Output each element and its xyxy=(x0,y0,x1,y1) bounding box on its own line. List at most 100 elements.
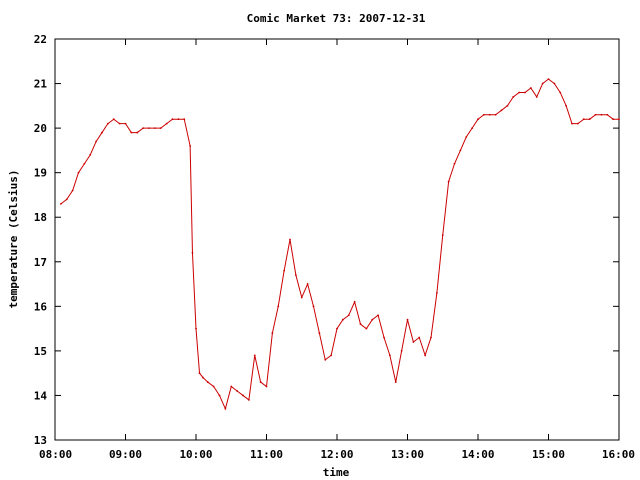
x-axis-label: time xyxy=(323,466,350,479)
series-point-8 xyxy=(106,122,109,125)
series-point-77 xyxy=(500,109,503,112)
series-point-53 xyxy=(359,323,362,326)
series-point-71 xyxy=(465,136,468,138)
series-point-58 xyxy=(388,354,391,357)
series-point-25 xyxy=(198,372,201,375)
series-point-18 xyxy=(165,122,168,125)
series-point-49 xyxy=(336,327,338,330)
series-point-44 xyxy=(306,283,309,285)
series-point-76 xyxy=(494,113,497,116)
series-point-68 xyxy=(447,180,450,183)
series-point-94 xyxy=(600,113,603,116)
series-point-78 xyxy=(506,104,509,107)
x-tick-label-6: 14:00 xyxy=(461,448,494,461)
series-point-19 xyxy=(171,118,174,121)
series-point-15 xyxy=(148,127,150,130)
chart-title: Comic Market 73: 2007-12-31 xyxy=(247,12,426,25)
series-point-47 xyxy=(324,358,327,361)
series-point-27 xyxy=(206,381,209,383)
series-point-48 xyxy=(330,354,333,357)
y-tick-label-5: 18 xyxy=(34,211,47,224)
series-point-66 xyxy=(435,292,438,294)
temperature-series-line xyxy=(60,78,619,411)
series-point-67 xyxy=(441,234,444,236)
y-axis-ticks xyxy=(55,38,619,441)
y-tick-label-3: 16 xyxy=(34,300,48,313)
series-point-31 xyxy=(230,385,233,388)
series-point-4 xyxy=(83,162,86,165)
y-axis-tick-labels: 13 14 15 16 17 18 19 20 21 22 xyxy=(34,33,48,447)
series-point-29 xyxy=(218,394,221,397)
series-point-82 xyxy=(529,87,532,89)
series-point-79 xyxy=(512,96,515,98)
series-point-42 xyxy=(294,274,297,277)
series-point-97 xyxy=(618,118,620,121)
series-point-2 xyxy=(71,189,74,192)
series-point-20 xyxy=(177,118,180,121)
series-point-93 xyxy=(594,113,597,116)
series-point-52 xyxy=(353,300,356,303)
x-tick-label-3: 11:00 xyxy=(250,448,283,461)
series-point-69 xyxy=(453,162,456,165)
y-tick-label-4: 17 xyxy=(34,256,47,269)
series-point-70 xyxy=(459,149,462,152)
x-tick-label-0: 08:00 xyxy=(39,448,72,461)
y-tick-label-0: 13 xyxy=(34,434,47,447)
y-tick-label-8: 21 xyxy=(34,78,48,91)
y-tick-label-2: 15 xyxy=(34,345,47,358)
series-point-63 xyxy=(418,336,421,339)
series-point-40 xyxy=(283,269,286,272)
y-tick-label-7: 20 xyxy=(34,122,47,135)
series-point-88 xyxy=(565,104,568,107)
series-point-23 xyxy=(191,251,194,254)
x-tick-label-8: 16:00 xyxy=(602,448,635,461)
series-point-41 xyxy=(289,238,291,241)
series-point-22 xyxy=(189,145,192,147)
series-point-46 xyxy=(318,332,321,334)
x-axis-ticks xyxy=(54,39,620,440)
series-point-6 xyxy=(95,140,98,143)
series-point-24 xyxy=(195,327,197,330)
series-point-1 xyxy=(65,198,68,201)
series-point-86 xyxy=(553,82,556,85)
x-tick-label-5: 13:00 xyxy=(391,448,424,461)
series-point-59 xyxy=(394,381,397,383)
series-point-9 xyxy=(112,118,115,121)
series-point-60 xyxy=(400,349,403,352)
series-point-45 xyxy=(312,305,315,308)
series-point-83 xyxy=(535,96,538,98)
series-point-57 xyxy=(383,336,385,339)
series-point-65 xyxy=(430,336,432,339)
x-tick-label-7: 15:00 xyxy=(532,448,565,461)
series-point-55 xyxy=(371,318,374,321)
series-point-12 xyxy=(130,131,133,134)
x-tick-label-2: 10:00 xyxy=(179,448,212,461)
series-point-38 xyxy=(271,332,274,334)
series-point-36 xyxy=(259,381,262,383)
series-point-30 xyxy=(224,407,227,410)
series-point-62 xyxy=(412,341,415,343)
series-point-5 xyxy=(89,153,92,156)
series-point-95 xyxy=(606,113,609,116)
series-point-11 xyxy=(124,122,127,125)
series-point-43 xyxy=(300,296,303,299)
series-point-92 xyxy=(588,118,591,121)
series-point-14 xyxy=(142,127,145,130)
series-point-73 xyxy=(477,118,479,121)
series-point-10 xyxy=(118,122,121,125)
x-tick-label-4: 12:00 xyxy=(320,448,353,461)
series-point-39 xyxy=(277,305,280,308)
series-point-56 xyxy=(377,314,380,317)
series-point-16 xyxy=(153,127,156,130)
temperature-series-points xyxy=(59,78,620,410)
series-point-28 xyxy=(212,385,215,388)
series-point-91 xyxy=(582,118,585,121)
series-point-85 xyxy=(547,78,550,80)
series-point-0 xyxy=(59,202,62,205)
series-point-51 xyxy=(347,314,350,317)
series-point-75 xyxy=(488,113,491,116)
series-point-33 xyxy=(242,394,244,397)
y-tick-label-6: 19 xyxy=(34,167,47,180)
